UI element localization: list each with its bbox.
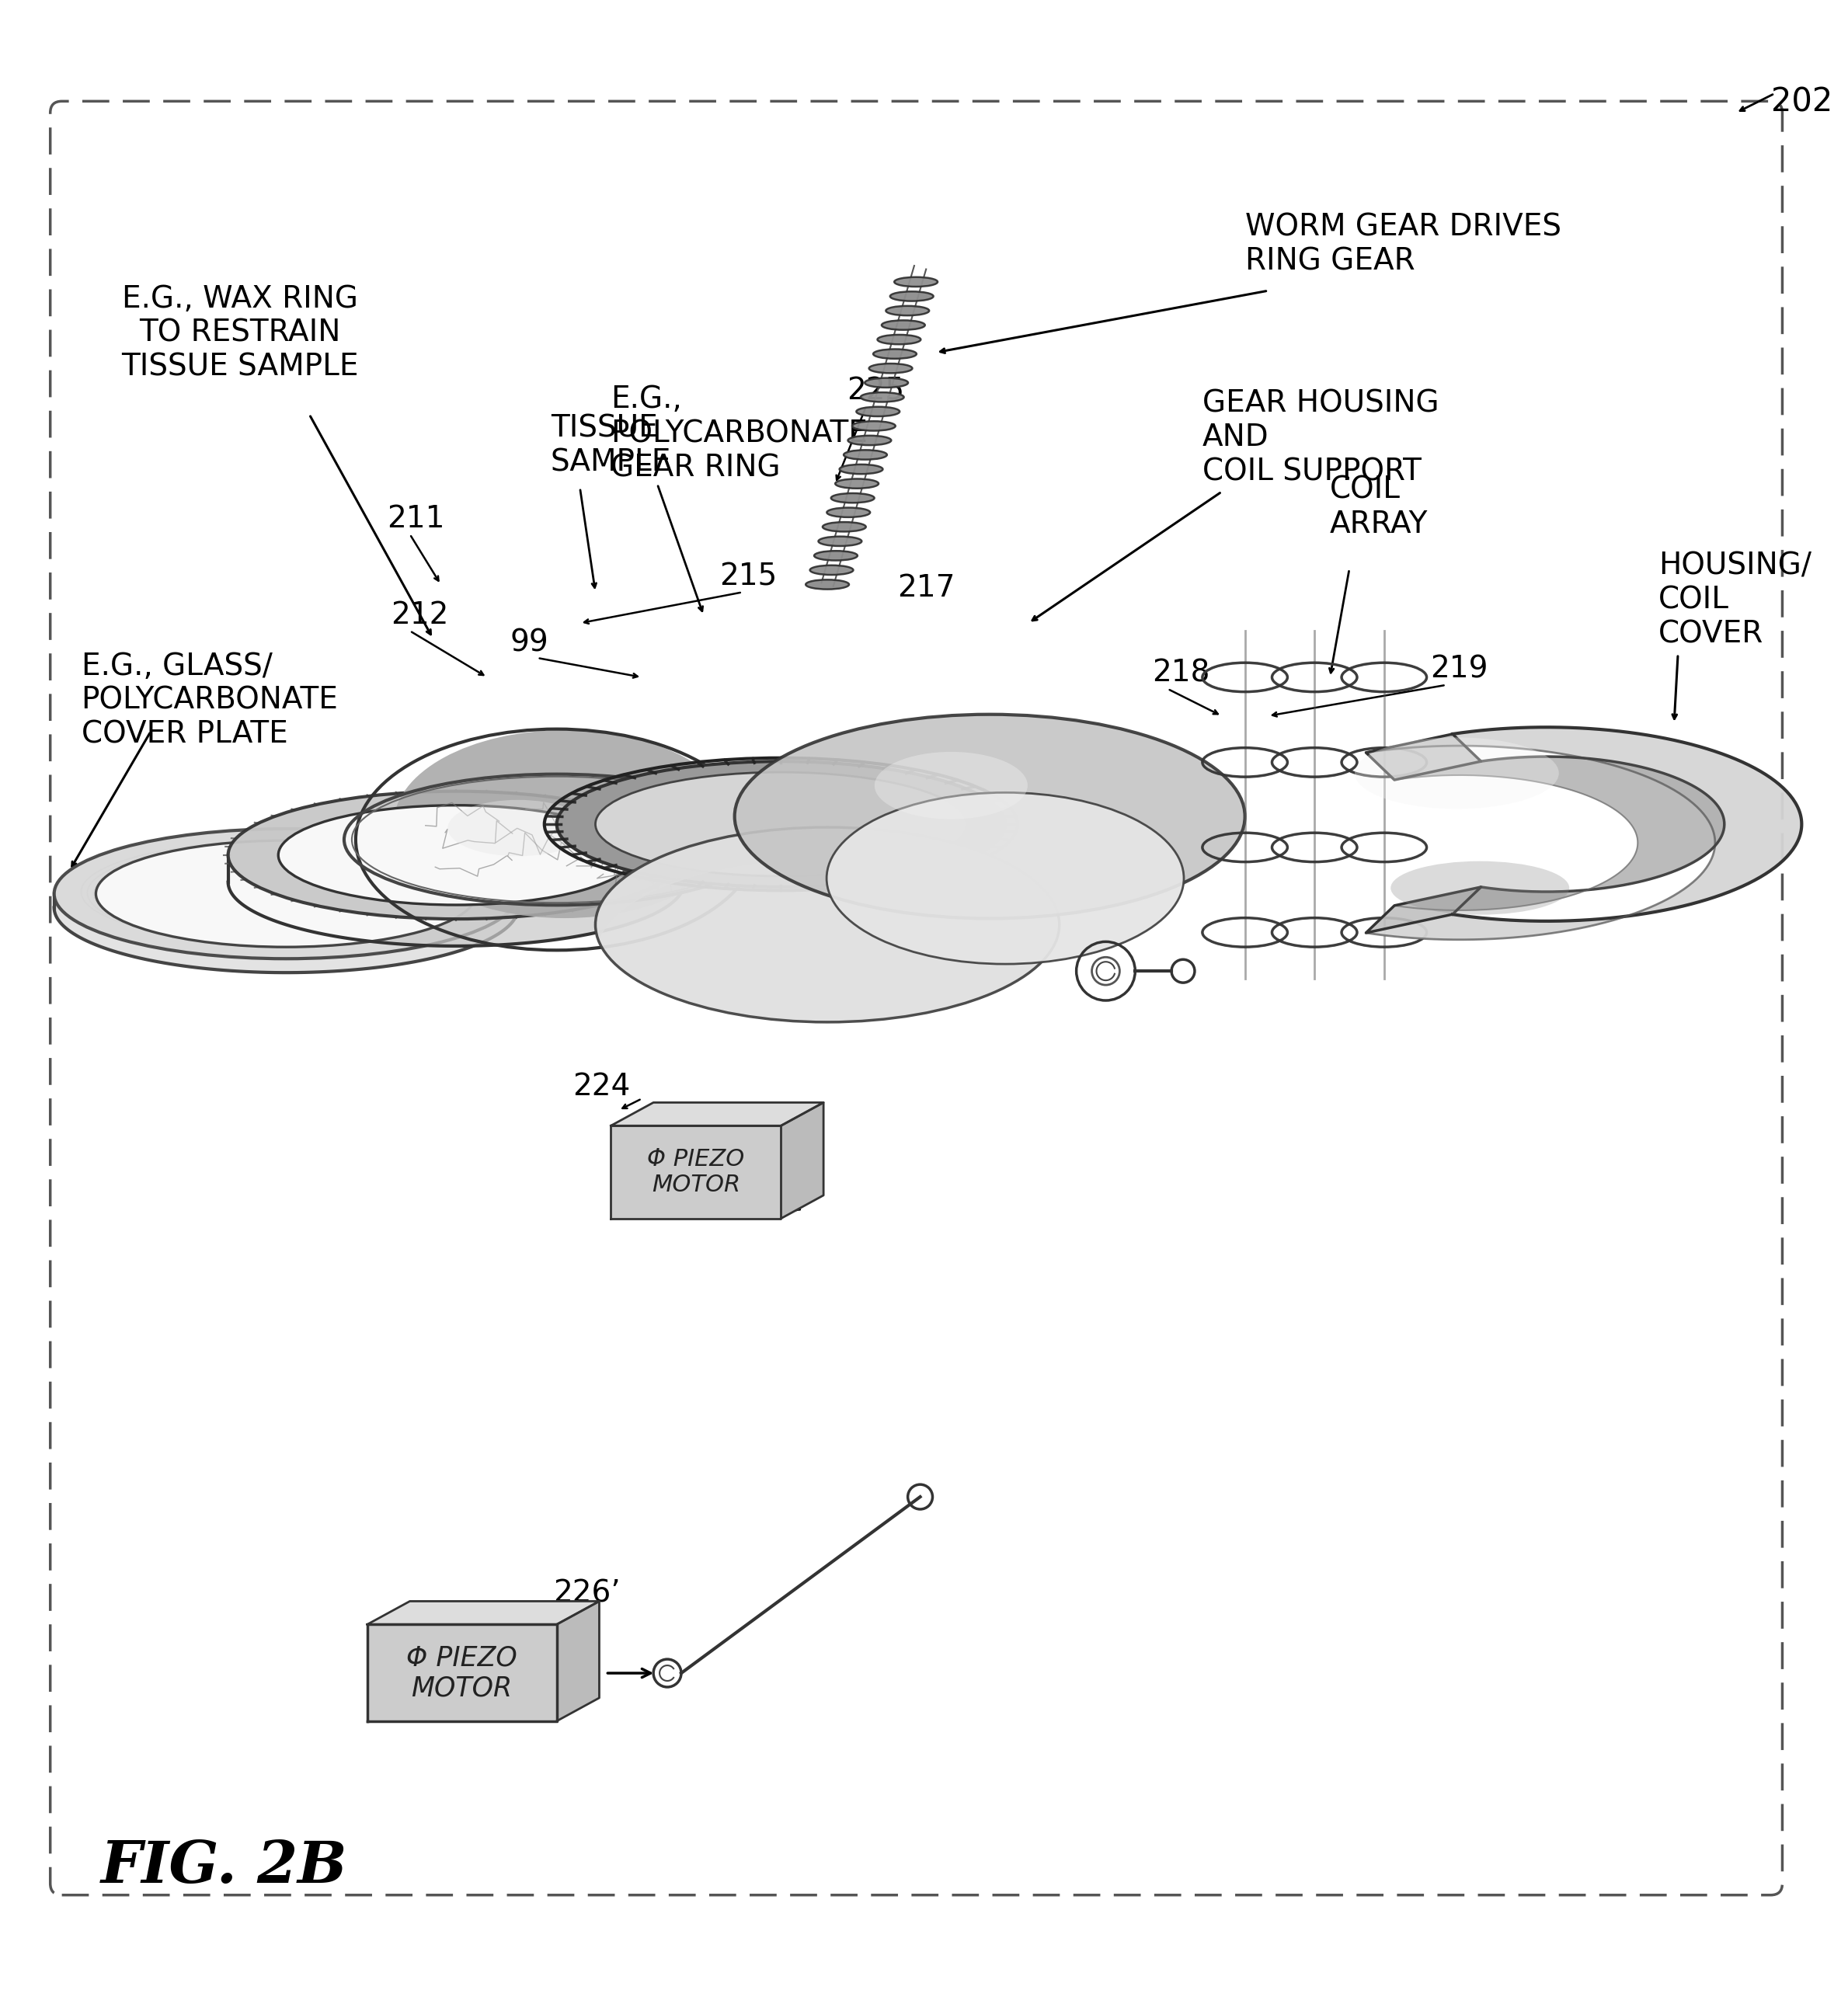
Text: E.G.,
POLYCARBONATE
GEAR RING: E.G., POLYCARBONATE GEAR RING <box>612 385 869 483</box>
Text: 225: 225 <box>691 1158 750 1186</box>
Text: 225: 225 <box>846 377 904 407</box>
Ellipse shape <box>852 421 896 431</box>
Ellipse shape <box>822 523 867 531</box>
Polygon shape <box>612 1102 824 1126</box>
Ellipse shape <box>556 762 1005 888</box>
Ellipse shape <box>874 349 917 359</box>
Ellipse shape <box>835 479 878 489</box>
Ellipse shape <box>891 291 933 301</box>
Ellipse shape <box>839 465 883 475</box>
Polygon shape <box>1366 888 1480 934</box>
Text: 217: 217 <box>896 573 955 603</box>
Ellipse shape <box>874 752 1027 820</box>
Text: FIG. 2B: FIG. 2B <box>100 1840 347 1896</box>
Polygon shape <box>1395 758 1724 910</box>
Text: TISSUE
SAMPLE: TISSUE SAMPLE <box>551 413 671 477</box>
Ellipse shape <box>826 792 1185 964</box>
Text: 215: 215 <box>719 561 776 591</box>
Text: Φ PIEZO
MOTOR: Φ PIEZO MOTOR <box>647 1148 745 1196</box>
Ellipse shape <box>96 840 477 948</box>
Ellipse shape <box>869 363 913 373</box>
Polygon shape <box>782 1102 824 1218</box>
Text: 224: 224 <box>573 1072 630 1102</box>
Ellipse shape <box>861 393 904 403</box>
Text: GEAR HOUSING
AND
COIL SUPPORT: GEAR HOUSING AND COIL SUPPORT <box>1203 389 1440 487</box>
Polygon shape <box>599 828 1057 940</box>
Text: 212: 212 <box>390 601 449 629</box>
Ellipse shape <box>1392 862 1569 914</box>
Ellipse shape <box>595 772 967 876</box>
Text: Φ PIEZO
MOTOR: Φ PIEZO MOTOR <box>407 1645 517 1701</box>
Ellipse shape <box>736 713 1246 918</box>
Text: 99: 99 <box>510 627 549 657</box>
Ellipse shape <box>865 379 907 387</box>
Text: 202: 202 <box>1770 86 1833 118</box>
Ellipse shape <box>1355 737 1560 810</box>
Text: 219: 219 <box>1430 655 1488 683</box>
Text: 218: 218 <box>1151 659 1210 687</box>
Ellipse shape <box>845 451 887 459</box>
Ellipse shape <box>815 551 857 561</box>
Text: 211: 211 <box>386 503 445 533</box>
Ellipse shape <box>826 507 870 517</box>
Polygon shape <box>368 1601 599 1625</box>
Ellipse shape <box>809 565 854 575</box>
Ellipse shape <box>819 537 861 545</box>
Polygon shape <box>612 1126 782 1218</box>
Polygon shape <box>54 894 517 972</box>
Ellipse shape <box>806 579 848 589</box>
Ellipse shape <box>227 792 684 920</box>
Polygon shape <box>1366 733 1480 780</box>
Polygon shape <box>556 1601 599 1721</box>
Ellipse shape <box>54 830 517 958</box>
Polygon shape <box>1366 727 1802 940</box>
Ellipse shape <box>595 828 1059 1022</box>
Ellipse shape <box>447 800 588 856</box>
Ellipse shape <box>279 806 634 906</box>
Ellipse shape <box>894 277 937 287</box>
Ellipse shape <box>848 435 891 445</box>
Ellipse shape <box>881 321 926 331</box>
Text: E.G., GLASS/
POLYCARBONATE
COVER PLATE: E.G., GLASS/ POLYCARBONATE COVER PLATE <box>81 651 338 749</box>
Polygon shape <box>227 856 684 946</box>
Text: E.G., WAX RING
TO RESTRAIN
TISSUE SAMPLE: E.G., WAX RING TO RESTRAIN TISSUE SAMPLE <box>122 285 359 383</box>
Polygon shape <box>368 1625 556 1721</box>
Text: COIL
ARRAY: COIL ARRAY <box>1331 475 1429 539</box>
Ellipse shape <box>856 407 900 417</box>
Ellipse shape <box>885 307 930 315</box>
Text: WORM GEAR DRIVES
RING GEAR: WORM GEAR DRIVES RING GEAR <box>1246 212 1562 277</box>
Ellipse shape <box>394 729 736 918</box>
Ellipse shape <box>878 335 920 345</box>
Ellipse shape <box>832 493 874 503</box>
Text: HOUSING/
COIL
COVER: HOUSING/ COIL COVER <box>1660 551 1811 649</box>
Text: 226’: 226’ <box>553 1579 621 1609</box>
